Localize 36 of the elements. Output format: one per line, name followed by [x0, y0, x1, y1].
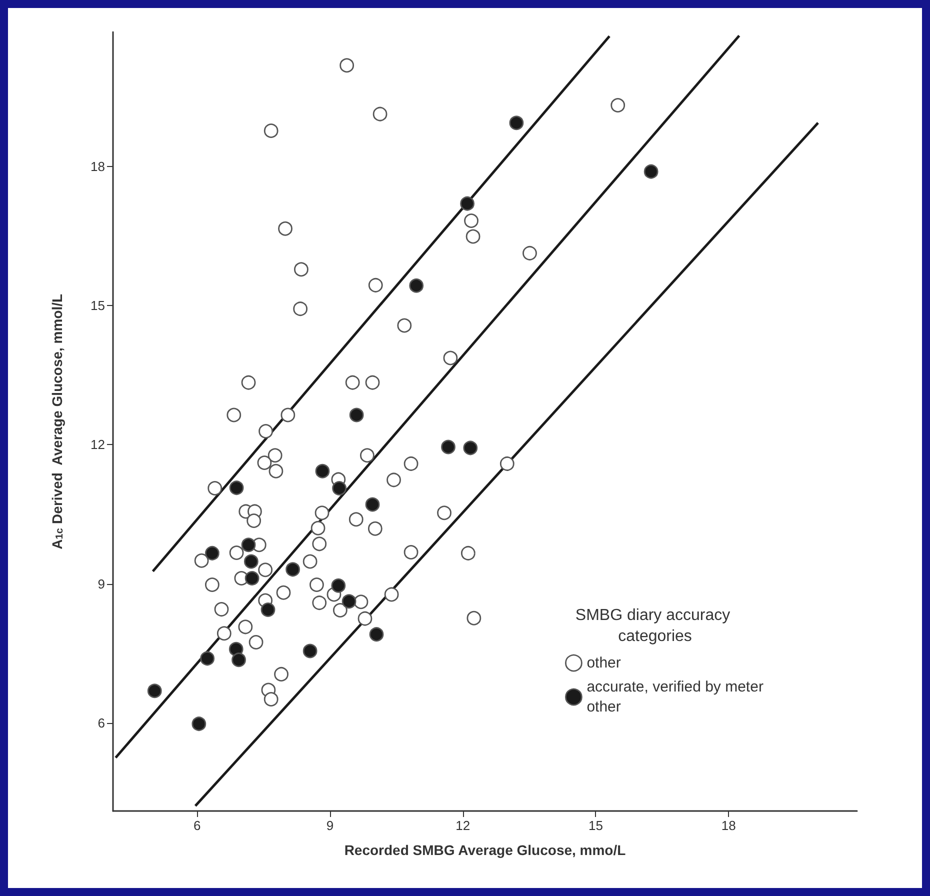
- point: [365, 497, 380, 512]
- point: [147, 684, 162, 698]
- y-tick-label: 9: [98, 576, 105, 592]
- point: [302, 644, 318, 658]
- point: [463, 440, 478, 456]
- point: [342, 594, 356, 609]
- legend-label: accurate, verified by meter other: [586, 678, 764, 716]
- legend-label: other: [586, 654, 621, 672]
- point: [315, 464, 330, 478]
- point: [331, 578, 346, 593]
- point: [192, 716, 206, 732]
- x-tick-label: 15: [588, 818, 603, 833]
- x-tick-label: 6: [194, 818, 201, 833]
- point: [509, 116, 524, 130]
- point: [441, 440, 456, 454]
- y-tick-label: 18: [90, 158, 105, 174]
- point: [349, 408, 364, 422]
- point: [409, 278, 424, 293]
- y-tick-label: 15: [90, 298, 105, 314]
- point: [644, 164, 658, 179]
- x-tick-label: 9: [326, 818, 334, 833]
- point: [232, 652, 246, 668]
- y-axis-title: A1c Derived Average Glucose, mmol/L: [49, 293, 66, 550]
- point: [229, 480, 244, 496]
- point: [200, 651, 215, 666]
- x-tick-label: 18: [721, 818, 736, 833]
- x-axis-title: Recorded SMBG Average Glucose, mmo/L: [344, 842, 626, 858]
- point: [205, 546, 220, 560]
- y-tick-label: 12: [90, 437, 105, 452]
- legend-title: SMBG diary accuracy categories: [575, 607, 735, 645]
- point: [460, 196, 474, 211]
- x-tick-label: 12: [456, 818, 470, 833]
- y-tick-label: 6: [98, 715, 105, 730]
- point: [369, 627, 384, 642]
- point: [286, 562, 300, 577]
- point: [244, 554, 258, 569]
